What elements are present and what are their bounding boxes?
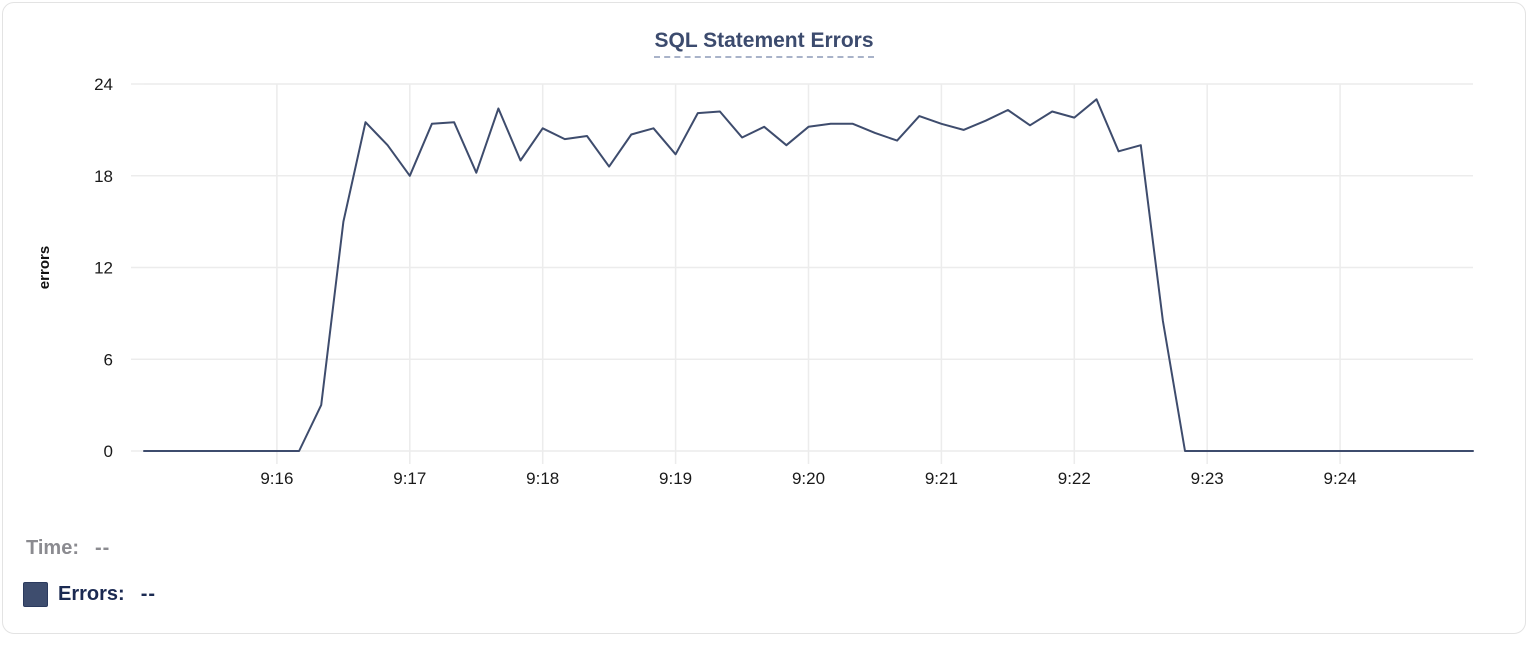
x-tick-label: 9:16 [260,469,293,488]
y-tick-label: 0 [104,442,113,461]
y-tick-label: 24 [94,75,113,94]
legend-errors-row[interactable]: Errors: -- [23,582,156,607]
x-tick-label: 9:21 [925,469,958,488]
x-tick-label: 9:18 [526,469,559,488]
y-tick-label: 6 [104,350,113,369]
errors-series-swatch [23,582,48,607]
legend-time-row: Time: -- [26,537,110,560]
errors-chart-svg[interactable]: 0 6 12 18 24 9:16 9:17 9:18 9:19 9:20 9:21 9:22 9:23… [3,3,1525,503]
y-tick-label: 18 [94,167,113,186]
x-tick-label: 9:24 [1324,469,1357,488]
errors-label: Errors: [58,583,125,605]
errors-value: -- [140,583,157,605]
chart-header: SQL Statement Errors [3,29,1525,58]
errors-series-line[interactable] [143,98,1474,452]
time-label: Time: [26,537,79,559]
chart-title[interactable]: SQL Statement Errors [654,29,874,58]
time-value: -- [94,537,111,559]
y-tick-label: 12 [94,259,113,278]
x-tick-label: 9:23 [1191,469,1224,488]
x-tick-label: 9:17 [393,469,426,488]
y-axis-title: errors [36,246,53,289]
x-tick-label: 9:20 [792,469,825,488]
chart-panel: SQL Statement Errors 0 6 12 18 24 9:16 9:17 9:1… [2,2,1526,634]
x-tick-label: 9:22 [1058,469,1091,488]
x-tick-label: 9:19 [659,469,692,488]
